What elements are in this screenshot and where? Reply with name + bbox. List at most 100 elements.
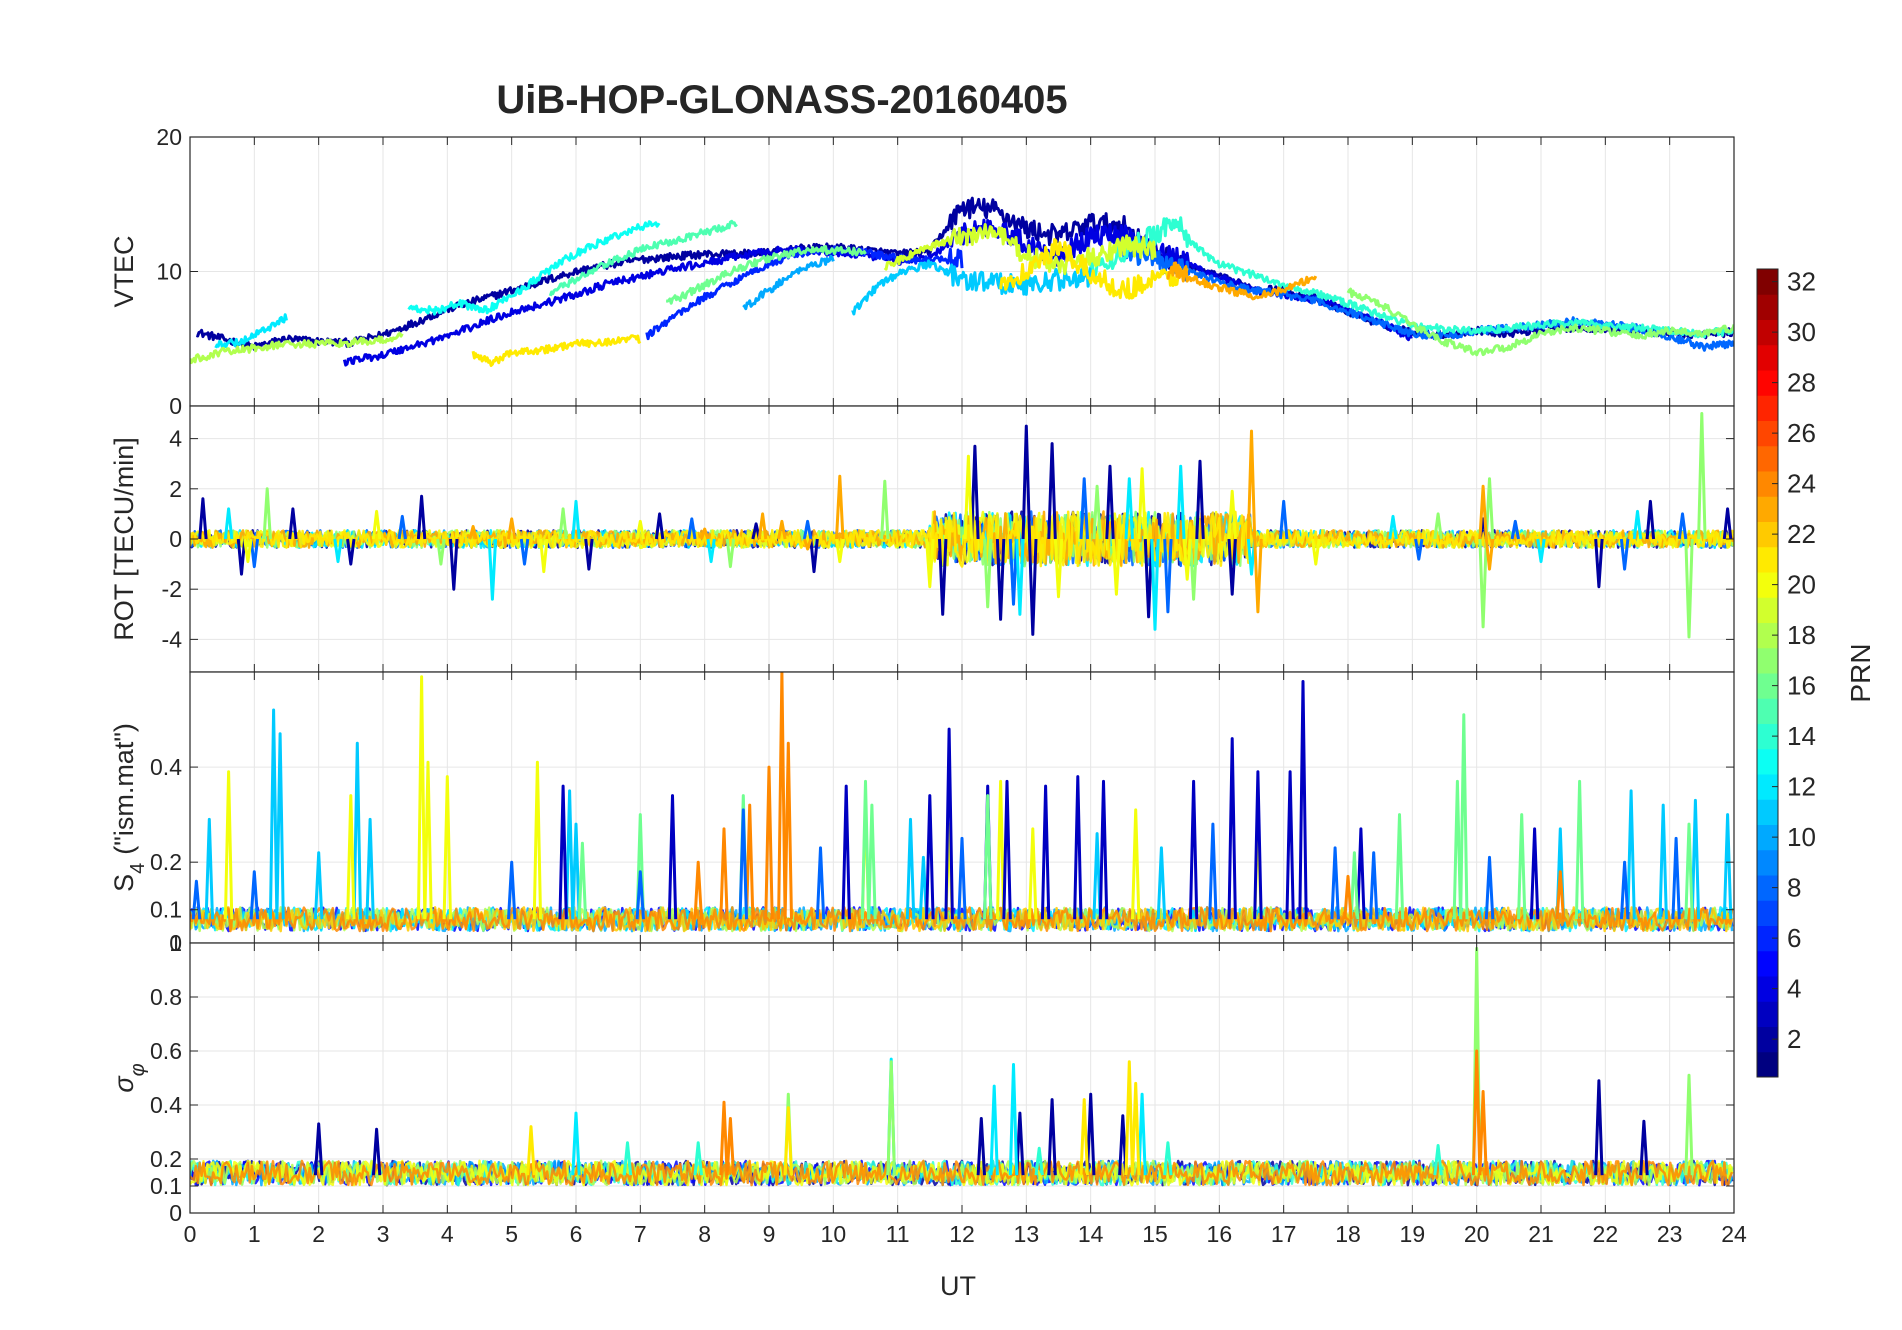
colorbar-segment bbox=[1757, 875, 1778, 901]
s4-spike-prn-3 bbox=[1098, 779, 1109, 920]
sigphi-spike-prn-17 bbox=[886, 1060, 896, 1176]
y-tick-label: 0.6 bbox=[150, 1038, 182, 1064]
rot-spike-prn-20 bbox=[371, 509, 382, 540]
x-tick-label: 22 bbox=[1593, 1221, 1619, 1247]
y-tick-label: 0 bbox=[169, 1200, 182, 1226]
s4-spike-prn-11 bbox=[1626, 789, 1636, 920]
rot-spike-prn-12 bbox=[1015, 538, 1025, 616]
y-tick-label: 4 bbox=[169, 426, 182, 452]
s4-spike-prn-16 bbox=[1459, 713, 1469, 920]
x-tick-label: 0 bbox=[184, 1221, 197, 1247]
s4-spike-prn-24 bbox=[745, 803, 755, 920]
s4-spike-prn-11 bbox=[365, 817, 375, 920]
s4-spike-prn-16 bbox=[1349, 851, 1360, 920]
y-label-sub: 4 bbox=[127, 863, 149, 874]
colorbar-tick-label: 30 bbox=[1787, 317, 1816, 347]
rot-spike-prn-8 bbox=[519, 538, 530, 566]
x-tick-label: 8 bbox=[698, 1221, 711, 1247]
s4-spike-prn-11 bbox=[1092, 832, 1102, 920]
colorbar-tick-label: 32 bbox=[1787, 267, 1816, 297]
rot-spike-prn-2 bbox=[751, 522, 761, 540]
s4-spike-prn-3 bbox=[1285, 770, 1295, 920]
rot-spike-prn-23 bbox=[777, 519, 787, 540]
rot-spike-prn-23 bbox=[1478, 484, 1488, 540]
s4-spike-prn-16 bbox=[1684, 822, 1694, 920]
rot-spike-prn-23 bbox=[1253, 538, 1263, 614]
colorbar-tick-label: 6 bbox=[1787, 923, 1801, 953]
x-tick-label: 24 bbox=[1721, 1221, 1747, 1247]
s4-spike-prn-16 bbox=[1517, 813, 1527, 920]
rot-spike-prn-8 bbox=[1163, 538, 1173, 614]
colorbar-segment bbox=[1757, 445, 1778, 472]
s4-spike-prn-16 bbox=[983, 794, 993, 920]
s4-spike-prn-3 bbox=[667, 794, 678, 920]
vtec-series-prn-23 bbox=[1166, 261, 1318, 301]
colorbar-segment bbox=[1757, 900, 1778, 926]
sigphi-spike-prn-12 bbox=[1008, 1063, 1019, 1176]
y-label-main: S bbox=[109, 874, 139, 892]
rot-spike-prn-23 bbox=[507, 517, 517, 540]
rot-spike-prn-17 bbox=[1684, 538, 1694, 639]
colorbar-segment bbox=[1757, 546, 1778, 573]
sigphi-spike-prn-2 bbox=[1639, 1119, 1649, 1176]
y-tick-label: -2 bbox=[162, 576, 182, 602]
colorbar-label: PRN bbox=[1845, 643, 1876, 702]
rot-spike-prn-20 bbox=[1137, 467, 1147, 540]
y-tick-label: 0.1 bbox=[150, 1173, 182, 1199]
x-tick-label: 14 bbox=[1078, 1221, 1104, 1247]
rot-spike-prn-8 bbox=[1414, 538, 1424, 561]
x-tick-label: 5 bbox=[505, 1221, 518, 1247]
y-tick-label: 0.2 bbox=[150, 1146, 182, 1172]
s4-spike-prn-11 bbox=[1658, 803, 1668, 920]
sigphi-spike-prn-2 bbox=[1594, 1079, 1604, 1176]
x-tick-label: 4 bbox=[441, 1221, 454, 1247]
sigphi-spike-prn-2 bbox=[1015, 1111, 1025, 1176]
s4-spike-prn-3 bbox=[1073, 775, 1083, 920]
colorbar-segment bbox=[1757, 1051, 1778, 1078]
colorbar-segment bbox=[1757, 1001, 1778, 1027]
sigphi-spike-prn-12 bbox=[571, 1111, 581, 1176]
rot-spike-prn-12 bbox=[1176, 464, 1186, 540]
rot-spike-prn-2 bbox=[288, 507, 298, 540]
s4-spike-prn-3 bbox=[1188, 779, 1199, 920]
s4-spike-prn-24 bbox=[764, 765, 774, 920]
x-tick-label: 16 bbox=[1207, 1221, 1233, 1247]
colorbar-segment bbox=[1757, 572, 1778, 598]
colorbar-segment bbox=[1757, 748, 1778, 775]
vtec-series-prn-15 bbox=[548, 219, 738, 297]
sigphi-spike-prn-24 bbox=[725, 1117, 736, 1176]
y-tick-label: 0 bbox=[169, 393, 182, 419]
colorbar-segment bbox=[1757, 269, 1778, 295]
sigphi-spike-prn-21 bbox=[783, 1106, 793, 1176]
y-tick-label: -4 bbox=[162, 626, 183, 652]
sigphi-baseline-prn-24 bbox=[190, 1159, 1734, 1187]
sigphi-spike-prn-21 bbox=[1124, 1060, 1134, 1176]
vtec-series-prn-21 bbox=[471, 334, 642, 367]
panel-data bbox=[190, 412, 1734, 639]
s4-spike-prn-20 bbox=[416, 675, 427, 920]
rot-spike-prn-2 bbox=[1722, 507, 1733, 540]
colorbar-tick-label: 14 bbox=[1787, 721, 1816, 751]
rot-spike-prn-8 bbox=[249, 538, 260, 569]
rot-spike-prn-2 bbox=[1227, 538, 1237, 596]
rot-spike-prn-2 bbox=[198, 497, 208, 540]
s4-spike-prn-11 bbox=[918, 855, 929, 920]
x-tick-label: 18 bbox=[1335, 1221, 1361, 1247]
s4-spike-prn-11 bbox=[1156, 846, 1167, 920]
colorbar-segment bbox=[1757, 370, 1778, 396]
rot-spike-prn-17 bbox=[880, 479, 890, 540]
colorbar-tick-label: 16 bbox=[1787, 671, 1816, 701]
y-tick-label: 0 bbox=[169, 526, 182, 552]
s4-spike-prn-8 bbox=[507, 860, 517, 920]
rot-spike-prn-20 bbox=[835, 538, 845, 564]
rot-spike-prn-12 bbox=[1632, 509, 1643, 540]
colorbar-tick-label: 18 bbox=[1787, 620, 1816, 650]
s4-spike-prn-8 bbox=[1330, 846, 1340, 920]
x-tick-label: 15 bbox=[1142, 1221, 1168, 1247]
sigphi-spike-prn-2 bbox=[1118, 1114, 1128, 1176]
rot-spike-prn-20 bbox=[963, 454, 974, 540]
rot-spike-prn-2 bbox=[1047, 442, 1057, 540]
panel-vtec: 0 10 20 VTEC bbox=[109, 124, 1735, 419]
rot-spike-prn-20 bbox=[1053, 538, 1064, 599]
